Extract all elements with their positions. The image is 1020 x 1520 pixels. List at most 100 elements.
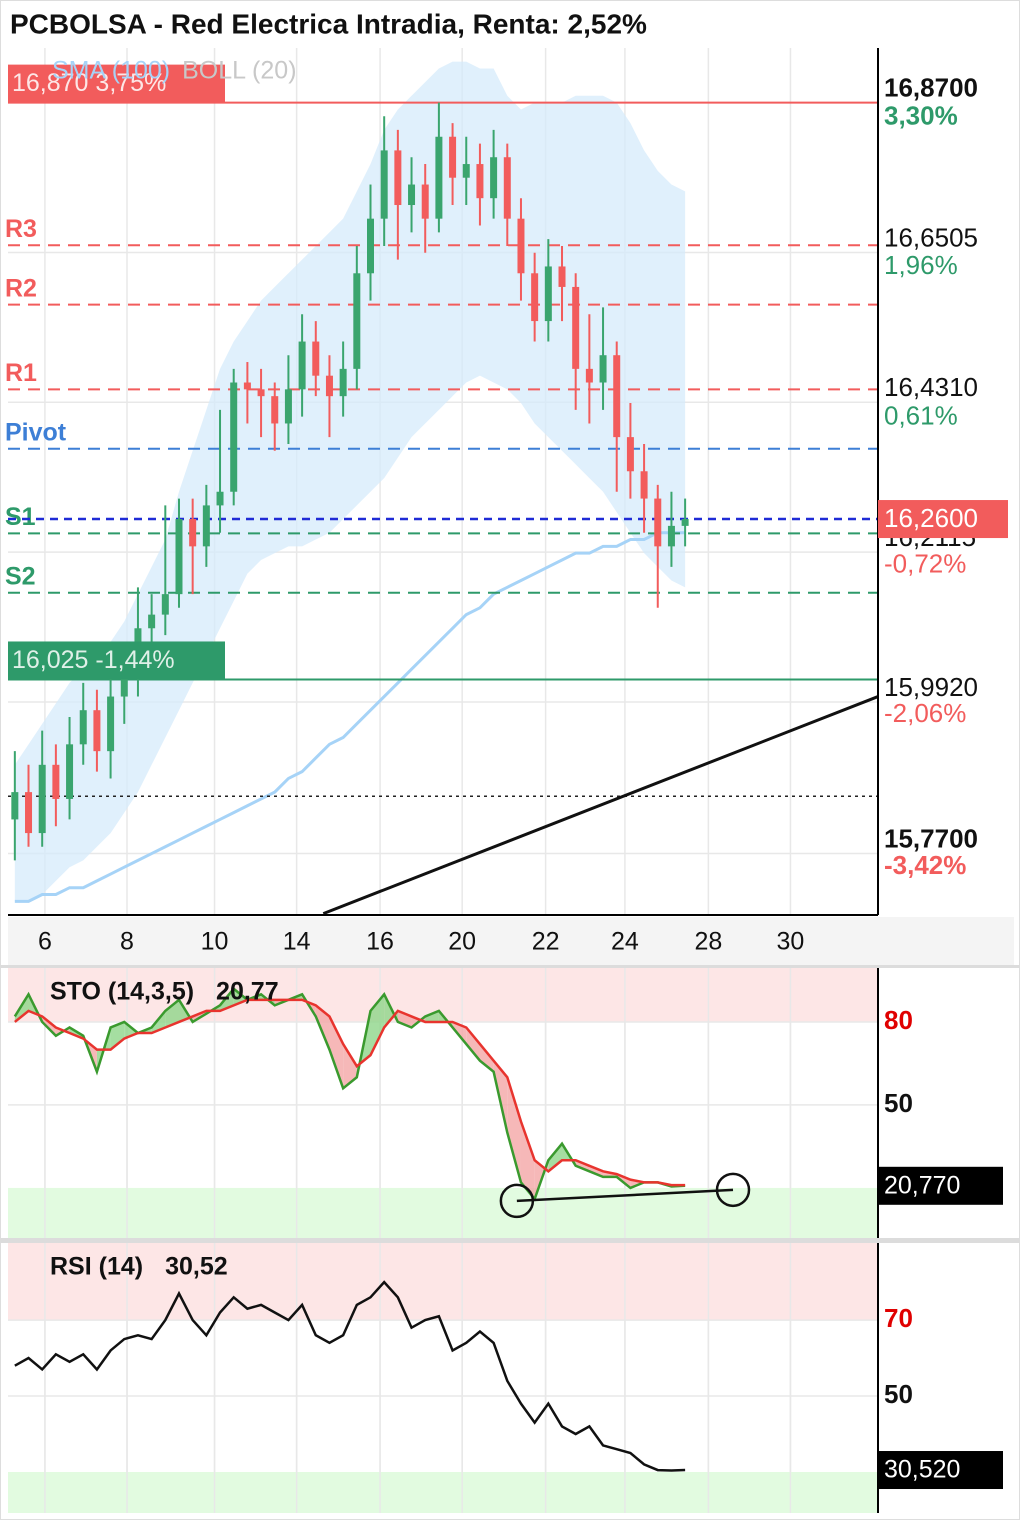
indicator-title: RSI (14): [50, 1253, 143, 1281]
y-tick-label: 16,6505: [884, 222, 978, 252]
candle-body: [148, 614, 156, 629]
crossover-fill: [507, 1077, 521, 1183]
y2-tick-label: 1,96%: [884, 250, 958, 280]
candle-body: [271, 396, 279, 424]
marker-label: 16,025 -1,44%: [12, 646, 175, 674]
candle-body: [38, 764, 46, 834]
crossover-fill: [548, 1143, 563, 1172]
trendline: [322, 695, 879, 916]
crossover-fill: [370, 994, 385, 1056]
crossover-fill: [165, 999, 179, 1028]
last-value-label: 20,770: [884, 1171, 960, 1199]
candle-body: [93, 710, 101, 752]
panel-separator: [0, 965, 1020, 968]
level-label: R1: [5, 359, 37, 387]
crossover-fill: [411, 1016, 426, 1028]
y-tick-label: 15,9920: [884, 672, 978, 702]
candle-body: [107, 696, 115, 752]
candle-body: [79, 710, 87, 745]
last-value-box: [878, 1451, 1003, 1490]
candle-body: [640, 471, 648, 499]
candle-body: [52, 764, 60, 799]
x-tick-label: 10: [201, 928, 229, 956]
level-label: S1: [5, 503, 36, 531]
candle-body: [66, 744, 74, 799]
overbought-zone: [8, 968, 878, 1022]
indicator-value: 20,77: [216, 978, 279, 1006]
candle-body: [394, 150, 402, 206]
y2-tick-label: -3,42%: [884, 850, 966, 880]
panel-separator: [0, 1238, 1020, 1243]
level-label: S2: [5, 562, 36, 590]
candle-body: [572, 286, 580, 369]
y-tick-label: 50: [884, 1088, 913, 1118]
candle-body: [257, 389, 265, 397]
plot-layer: 6 8 10 14 16 20 22 24 28 30 R3 R2 R1 Pivot S1 S2 16,870 …: [5, 48, 1008, 1513]
x-tick-label: 20: [448, 928, 476, 956]
candle-body: [654, 498, 662, 547]
candle-body: [421, 184, 429, 219]
y-tick-label: 70: [884, 1303, 913, 1333]
candle-body: [353, 273, 361, 369]
crossover-fill: [329, 1016, 344, 1089]
candle-body: [558, 266, 566, 287]
x-tick-label: 30: [777, 928, 805, 956]
x-axis-strip: [8, 917, 1014, 965]
x-tick-label: 6: [38, 928, 52, 956]
candle-body: [325, 375, 333, 397]
marker-box: [8, 641, 225, 680]
sma-line: [14, 531, 686, 903]
candle-body: [25, 792, 33, 834]
crossover-fill: [575, 1160, 590, 1172]
candle-body: [667, 525, 675, 547]
candle-body: [544, 266, 552, 322]
crossover-fill: [343, 1044, 357, 1089]
candle-body: [626, 437, 634, 472]
candle-body: [11, 792, 19, 820]
overbought-zone: [8, 1243, 878, 1321]
candle-body: [175, 519, 183, 595]
candle-body: [380, 150, 388, 219]
y2-tick-label: 3,30%: [884, 101, 958, 131]
candle-body: [462, 164, 470, 178]
level-label: Pivot: [5, 418, 67, 446]
candle-body: [216, 491, 224, 506]
y2-tick-label: -2,06%: [884, 698, 966, 728]
x-tick-label: 16: [366, 928, 394, 956]
candle-body: [189, 519, 197, 547]
candle-body: [449, 136, 457, 178]
indicator-line: [14, 1280, 686, 1472]
legend-entry: BOLL (20): [182, 57, 296, 85]
candle-body: [435, 136, 443, 219]
candle-body: [367, 218, 374, 274]
candle-body: [339, 368, 347, 397]
x-tick-label: 8: [120, 928, 134, 956]
y2-tick-label: 0,61%: [884, 400, 958, 430]
candle-body: [490, 157, 498, 199]
x-tick-label: 28: [694, 928, 722, 956]
candle-body: [681, 519, 689, 526]
level-label: R2: [5, 274, 37, 302]
candle-body: [503, 157, 511, 219]
last-price-label: 16,2600: [884, 503, 978, 533]
oversold-zone: [8, 1187, 878, 1238]
candle-body: [599, 355, 607, 383]
y-tick-label: 16,8700: [884, 72, 978, 102]
page-title: PCBOLSA - Red Electrica Intradia, Renta:…: [10, 8, 647, 39]
last-value-label: 30,520: [884, 1456, 960, 1484]
crossover-fill: [110, 1021, 125, 1050]
indicator-line: [13, 986, 686, 1202]
candle-body: [408, 184, 416, 206]
candle-body: [585, 368, 593, 383]
crossover-fill: [425, 1010, 439, 1022]
marker-label: 16,870 3,75%: [12, 69, 166, 97]
candle-body: [284, 389, 292, 424]
y-tick-label: 16,4310: [884, 372, 978, 402]
candle-body: [517, 218, 525, 274]
y2-tick-label: -0,72%: [884, 549, 966, 579]
y-tick-label: 15,7700: [884, 823, 978, 853]
crossover-fill: [589, 1165, 604, 1177]
crossover-fill: [520, 1121, 535, 1199]
